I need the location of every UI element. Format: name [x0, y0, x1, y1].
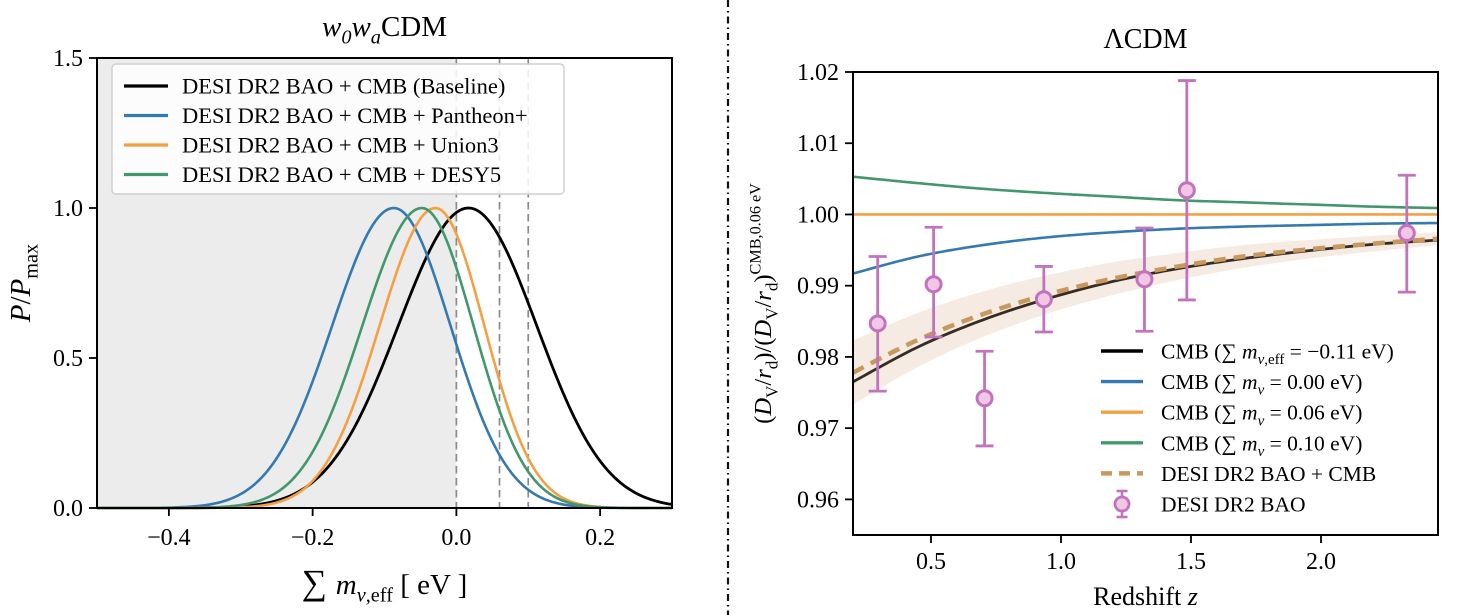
y-tick-label: 0.99 — [797, 274, 839, 300]
axis-ticks: 0.5 1.0 1.5 2.0 0.96 0.97 0.98 0.99 1.00 1.01 1.02 — [797, 60, 1336, 575]
posterior-curve-2 — [97, 206, 672, 510]
data-point — [1135, 226, 1154, 333]
x-tick-label: 0.5 — [916, 549, 946, 575]
x-tick-label: 1.0 — [1046, 549, 1076, 575]
y-tick-label: 1.02 — [797, 60, 839, 86]
axis-ticks: −0.4 −0.2 0.0 0.2 0.0 0.5 1.0 1.5 — [53, 46, 615, 551]
legend-label: DESI DR2 BAO + CMB + DESY5 — [182, 162, 501, 187]
lcdm-axes: 0.5 1.0 1.5 2.0 0.96 0.97 0.98 0.99 1.00 1.01 1.02… — [747, 24, 1439, 611]
y-tick-label: 0.97 — [797, 416, 839, 442]
x-tick-label: −0.4 — [147, 525, 191, 551]
data-point — [1034, 265, 1053, 334]
x-tick-label: −0.2 — [291, 525, 335, 551]
y-tick-label: 0.98 — [797, 345, 839, 371]
w0wacdm-axes: −0.4 −0.2 0.0 0.2 0.0 0.5 1.0 1.5 w0waCDM ∑ mν,ef… — [5, 11, 673, 607]
x-tick-label: 1.5 — [1176, 549, 1206, 575]
legend-label: DESI DR2 BAO + CMB + Pantheon+ — [182, 103, 528, 128]
x-tick-label: 0.0 — [441, 525, 471, 551]
data-marker — [975, 389, 994, 408]
legend-label: DESI DR2 BAO + CMB + Union3 — [182, 133, 499, 158]
y-tick-label: 1.0 — [53, 196, 83, 222]
legend-label: CMB (∑ mν = 0.10 eV) — [1161, 431, 1362, 460]
x-axis-label: ∑ mν,eff [ eV ] — [302, 562, 468, 607]
y-tick-label: 1.01 — [797, 131, 839, 157]
data-marker — [1177, 181, 1196, 200]
data-marker — [1397, 223, 1416, 242]
plot-title: w0waCDM — [322, 11, 447, 49]
x-axis-label: Redshift z — [1093, 582, 1198, 611]
plot-title: ΛCDM — [1103, 24, 1187, 55]
data-marker — [868, 314, 887, 333]
data-marker — [1135, 270, 1154, 289]
lcdm-distance-ratio-plot: 0.5 1.0 1.5 2.0 0.96 0.97 0.98 0.99 1.00 1.01 1.02… — [747, 24, 1439, 611]
axes-box — [96, 57, 673, 509]
legend-swatch-marker — [1113, 495, 1131, 513]
legend: CMB (∑ mν,eff = −0.11 eV)CMB (∑ mν = 0.0… — [1101, 340, 1394, 519]
x-tick-label: 2.0 — [1306, 549, 1336, 575]
w0wacdm-posterior-plot: −0.4 −0.2 0.0 0.2 0.0 0.5 1.0 1.5 w0waCDM ∑ mν,ef… — [5, 11, 673, 607]
data-point — [1397, 173, 1416, 294]
y-axis-label: (DV/rd)/(DV/rd)CMB,0.06 eV — [747, 183, 782, 424]
y-tick-label: 1.5 — [53, 46, 83, 72]
data-point — [975, 349, 994, 448]
desi-bao-data-points — [868, 79, 1416, 448]
cmb-curve-4 — [852, 175, 1439, 210]
legend-label: DESI DR2 BAO + CMB (Baseline) — [182, 74, 505, 99]
x-tick-label: 0.2 — [585, 525, 615, 551]
legend-box — [111, 63, 565, 195]
data-point — [924, 225, 943, 339]
y-tick-label: 0.5 — [53, 346, 83, 372]
legend-label: CMB (∑ mν = 0.06 eV) — [1161, 401, 1362, 430]
data-point — [868, 255, 887, 393]
y-tick-label: 0.96 — [797, 487, 839, 513]
legend-label: DESI DR2 BAO — [1161, 493, 1306, 517]
y-tick-label: 0.0 — [53, 496, 83, 522]
axes-box — [852, 71, 1439, 536]
legend-label: DESI DR2 BAO + CMB — [1161, 462, 1376, 486]
data-marker — [924, 275, 943, 294]
legend-label: CMB (∑ mν,eff = −0.11 eV) — [1161, 340, 1394, 369]
data-point — [1177, 79, 1196, 302]
y-tick-label: 1.00 — [797, 202, 839, 228]
legend-label: CMB (∑ mν = 0.00 eV) — [1161, 370, 1362, 399]
data-marker — [1034, 290, 1053, 309]
panel-divider — [726, 0, 730, 615]
y-axis-label: P/Pmax — [5, 244, 43, 323]
legend: DESI DR2 BAO + CMB (Baseline) DESI DR2 BA… — [111, 63, 565, 195]
